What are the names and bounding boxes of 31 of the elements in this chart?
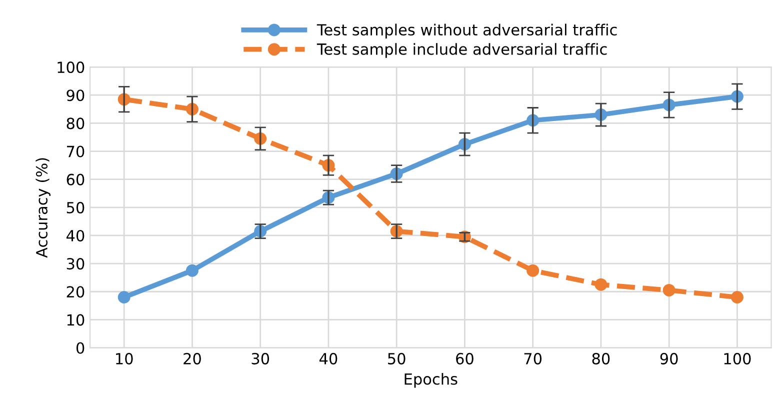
point bbox=[526, 264, 540, 277]
y-tick-label: 0 bbox=[76, 342, 84, 354]
x-tick-label: 60 bbox=[456, 352, 474, 364]
y-tick-label: 100 bbox=[58, 62, 84, 74]
x-tick-label: 80 bbox=[592, 352, 610, 364]
y-tick-label: 20 bbox=[66, 286, 84, 298]
x-tick-label: 40 bbox=[319, 352, 338, 364]
x-tick-label: 20 bbox=[184, 352, 201, 364]
y-axis-title: Accuracy (%) bbox=[36, 158, 50, 258]
point bbox=[594, 278, 608, 291]
x-tick-label: 50 bbox=[388, 352, 406, 364]
y-tick-label: 60 bbox=[66, 174, 84, 186]
point bbox=[118, 290, 130, 304]
legend-label: Test samples without adversarial traffic bbox=[316, 24, 617, 39]
y-tick-label: 30 bbox=[66, 258, 84, 270]
x-tick-label: 90 bbox=[660, 352, 678, 364]
y-tick-label: 70 bbox=[66, 146, 84, 158]
y-tick-label: 10 bbox=[67, 314, 84, 326]
x-tick-label: 10 bbox=[116, 352, 133, 364]
y-tick-label: 40 bbox=[66, 230, 84, 242]
y-tick-label: 80 bbox=[66, 118, 84, 130]
y-tick-label: 50 bbox=[66, 202, 84, 214]
point bbox=[730, 290, 744, 304]
x-tick-label: 30 bbox=[252, 352, 270, 364]
legend-label: Test sample include adversarial traffic bbox=[316, 43, 607, 58]
y-tick-label: 90 bbox=[66, 90, 84, 102]
x-tick-label: 70 bbox=[524, 352, 542, 364]
point bbox=[186, 264, 198, 277]
x-axis-title: Epochs bbox=[404, 372, 458, 388]
point bbox=[662, 284, 676, 296]
x-tick-label: 100 bbox=[724, 352, 751, 364]
